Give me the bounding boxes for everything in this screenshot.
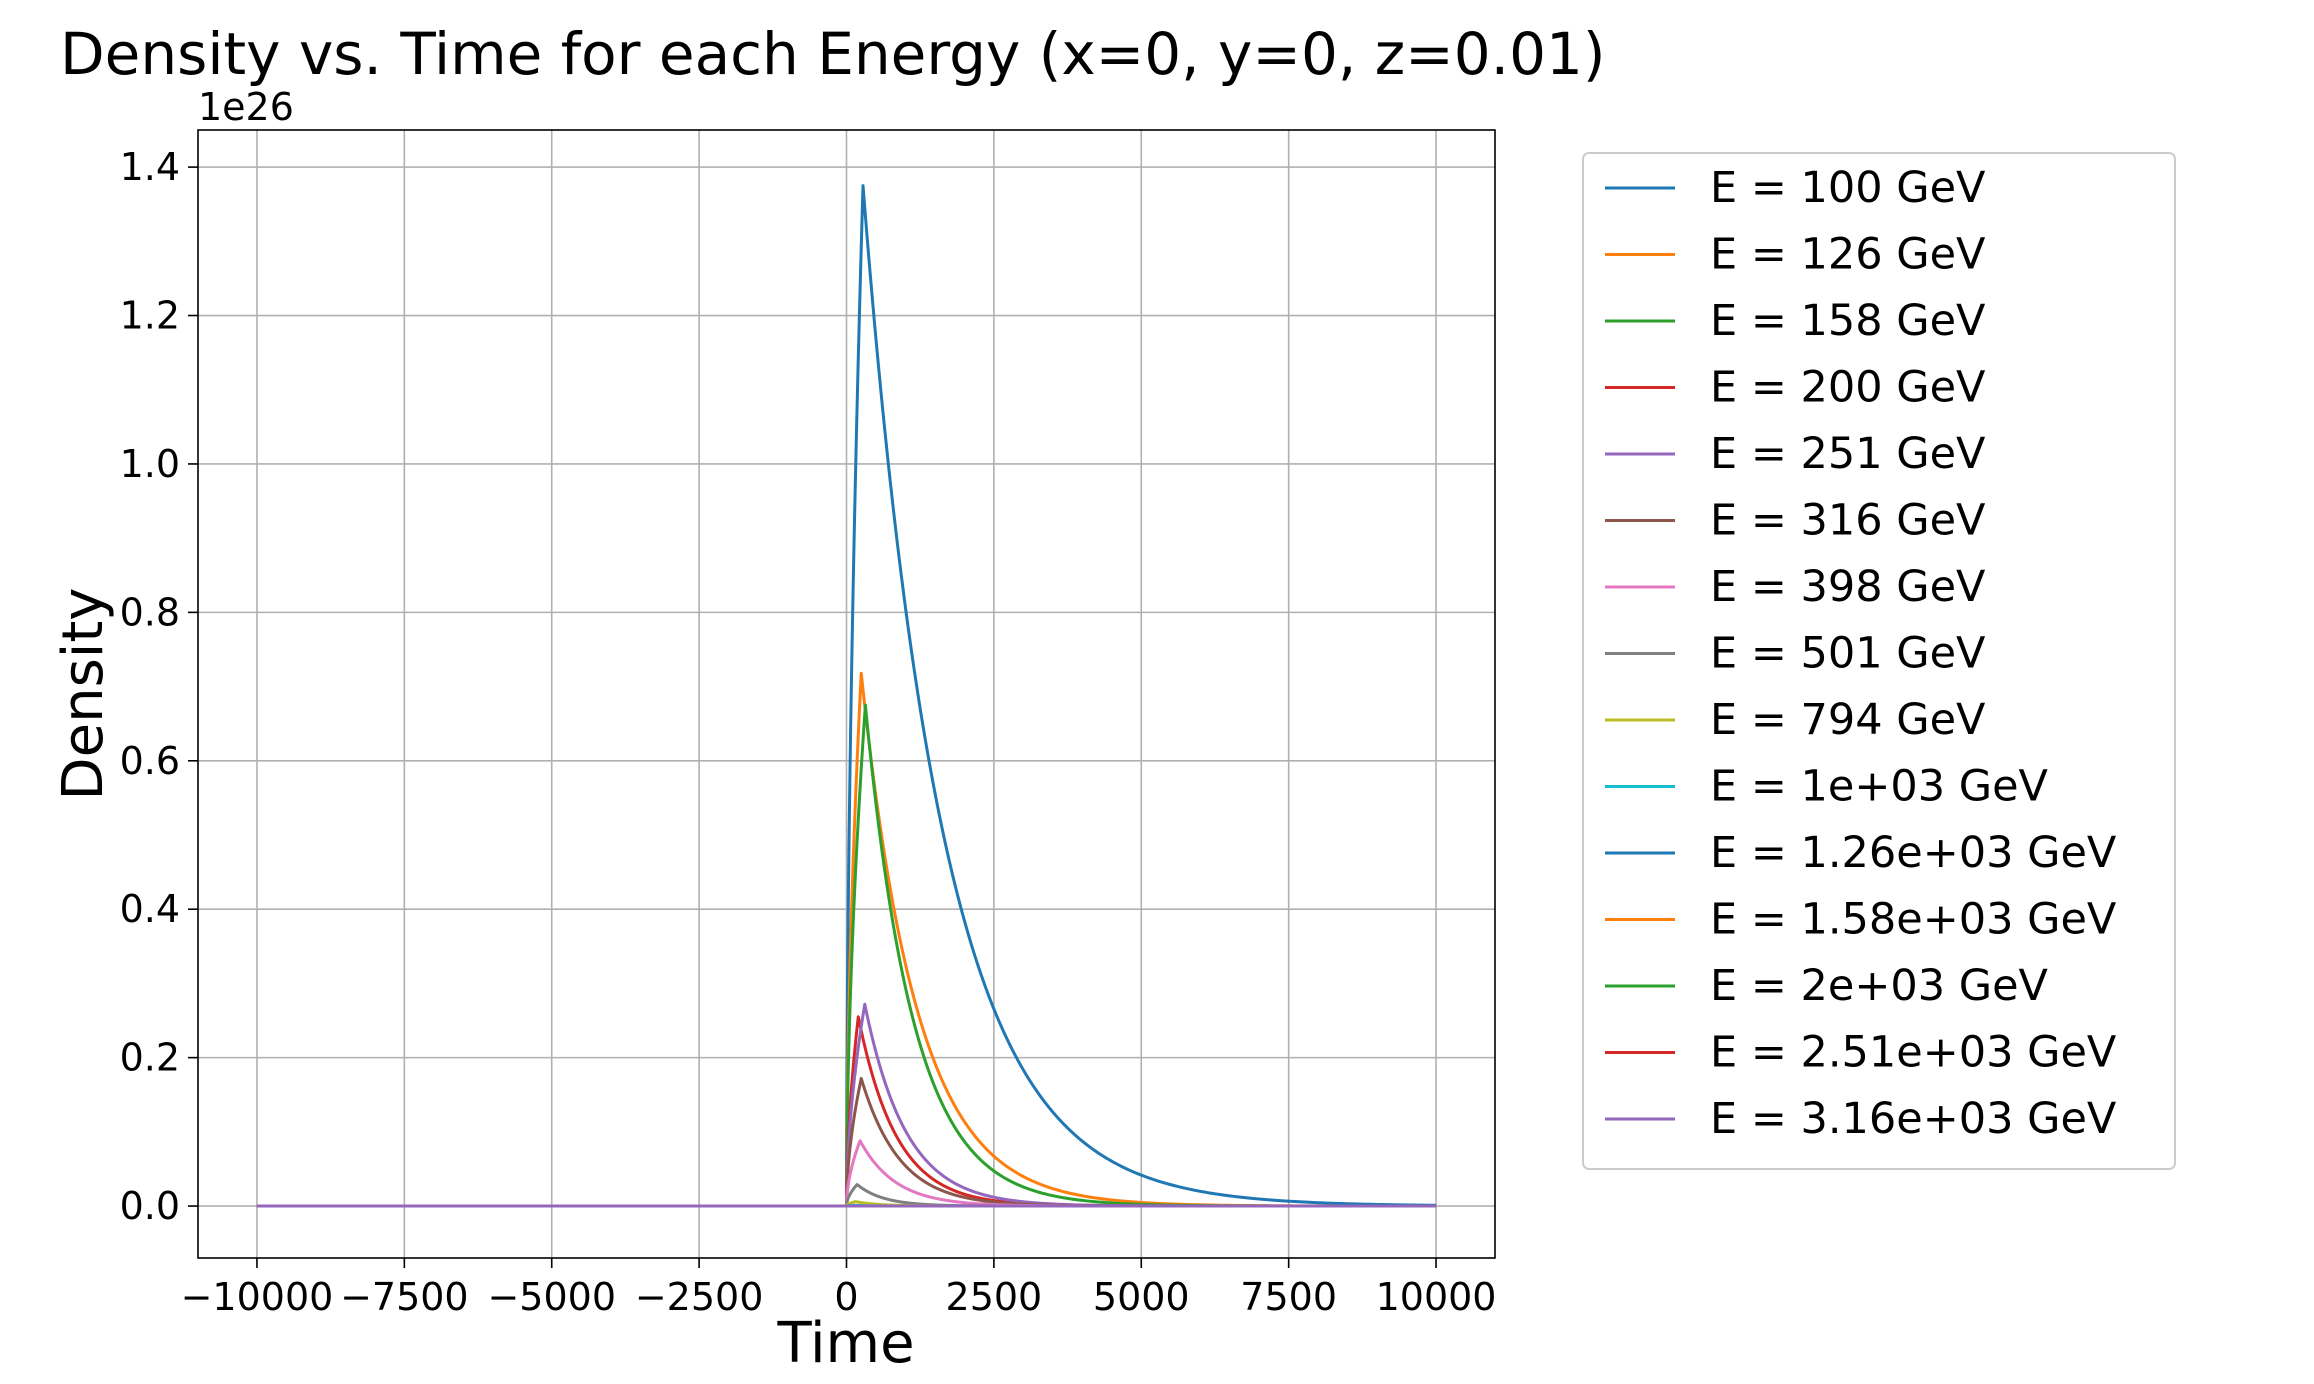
x-tick-label: −5000 [487, 1275, 616, 1319]
x-axis: −10000 −7500 −5000 −2500 0 2500 5000 7500 10000 [181, 1258, 1497, 1319]
y-tick-label: 1.2 [120, 294, 180, 338]
legend-box [1582, 152, 2176, 1170]
series-line-0 [256, 184, 1437, 1208]
y-axis-label: Density [51, 588, 116, 801]
legend: E = 100 GeV E = 126 GeV E = 158 GeV E = 200… [1582, 152, 2176, 1170]
legend-label-10: E = 1.26e+03 GeV [1710, 828, 2117, 878]
legend-label-11: E = 1.58e+03 GeV [1710, 895, 2117, 945]
y-tick-label: 0.4 [120, 887, 180, 931]
legend-label-6: E = 398 GeV [1710, 562, 1986, 612]
x-tick-label: −7500 [340, 1275, 469, 1319]
x-tick-label: −10000 [181, 1275, 334, 1319]
legend-label-1: E = 126 GeV [1710, 230, 1986, 280]
y-tick-label: 1.0 [120, 442, 180, 486]
legend-label-2: E = 158 GeV [1710, 296, 1986, 346]
legend-label-9: E = 1e+03 GeV [1710, 762, 2049, 812]
series-layer [256, 184, 1437, 1208]
legend-label-12: E = 2e+03 GeV [1710, 961, 2049, 1011]
legend-label-7: E = 501 GeV [1710, 629, 1986, 679]
x-tick-label: 5000 [1093, 1275, 1190, 1319]
x-tick-label: 10000 [1376, 1275, 1497, 1319]
x-tick-label: −2500 [635, 1275, 764, 1319]
y-tick-label: 0.2 [120, 1036, 180, 1080]
y-tick-label: 0.0 [120, 1184, 180, 1228]
legend-label-5: E = 316 GeV [1710, 496, 1986, 546]
y-tick-label: 0.8 [120, 590, 180, 634]
legend-label-3: E = 200 GeV [1710, 363, 1986, 413]
legend-label-8: E = 794 GeV [1710, 695, 1986, 745]
legend-items: E = 100 GeV E = 126 GeV E = 158 GeV E = 200… [1605, 163, 2117, 1144]
x-tick-label: 7500 [1240, 1275, 1337, 1319]
y-tick-label: 0.6 [120, 739, 180, 783]
x-tick-label: 0 [834, 1275, 858, 1319]
x-tick-label: 2500 [946, 1275, 1043, 1319]
y-offset-label: 1e26 [198, 85, 294, 129]
legend-label-0: E = 100 GeV [1710, 163, 1986, 213]
y-tick-label: 1.4 [120, 145, 180, 189]
chart-title: Density vs. Time for each Energy (x=0, y… [60, 20, 1606, 88]
x-axis-label: Time [776, 1311, 914, 1376]
y-axis: 0.0 0.2 0.4 0.6 0.8 1.0 1.2 1.4 [120, 145, 198, 1228]
legend-label-13: E = 2.51e+03 GeV [1710, 1028, 2117, 1078]
legend-label-14: E = 3.16e+03 GeV [1710, 1094, 2117, 1144]
legend-label-4: E = 251 GeV [1710, 429, 1986, 479]
